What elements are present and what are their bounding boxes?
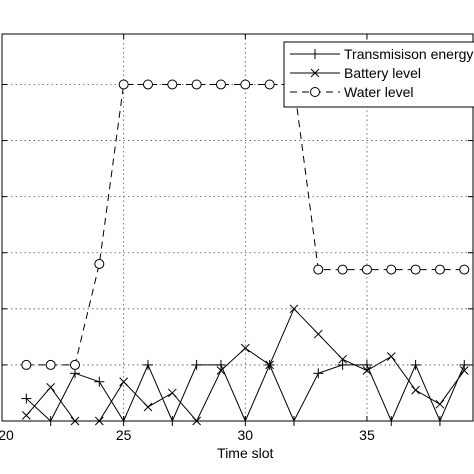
data-point-2 <box>21 359 32 370</box>
data-point-0 <box>337 359 348 370</box>
data-point-0 <box>410 359 421 370</box>
data-point-2 <box>361 264 372 275</box>
x-axis-label: Time slot <box>217 445 273 461</box>
plot-frame <box>1 33 474 422</box>
x-marker-b <box>265 360 274 370</box>
legend-marker-0 <box>310 49 320 59</box>
legend-label-2: Water level <box>344 84 414 100</box>
circle-marker <box>361 264 372 275</box>
x-marker-b <box>411 385 420 395</box>
circle-marker <box>386 264 397 275</box>
x-marker-b <box>143 402 153 412</box>
x-tick-label: 20 <box>0 427 14 443</box>
data-point-1 <box>216 366 226 375</box>
data-point-1 <box>119 377 129 387</box>
data-point-1 <box>46 382 56 392</box>
circle-marker <box>459 264 470 275</box>
data-point-0 <box>191 359 202 370</box>
data-point-2 <box>94 258 105 269</box>
x-tick-label: 35 <box>359 427 375 443</box>
x-marker-b <box>216 366 226 375</box>
data-point-2 <box>45 359 56 370</box>
circle-marker <box>21 359 32 370</box>
circle-marker <box>94 258 105 269</box>
data-point-1 <box>289 304 299 314</box>
circle-marker <box>215 79 226 90</box>
x-marker-b <box>310 68 320 78</box>
data-point-1 <box>435 399 445 409</box>
circle-marker <box>313 264 324 275</box>
data-point-0 <box>215 359 226 370</box>
circle-marker <box>45 359 56 370</box>
data-point-2 <box>337 264 348 275</box>
x-marker-b <box>313 329 323 339</box>
x-marker-b <box>240 343 250 353</box>
data-point-2 <box>215 79 226 90</box>
data-point-1 <box>240 343 250 353</box>
data-point-2 <box>410 264 421 275</box>
data-point-2 <box>191 79 202 90</box>
x-marker-b <box>459 366 469 375</box>
circle-marker <box>240 79 251 90</box>
data-point-2 <box>69 359 80 370</box>
data-point-1 <box>459 366 469 375</box>
data-point-1 <box>313 329 323 339</box>
legend-marker-1 <box>310 68 320 78</box>
circle-marker <box>69 359 80 370</box>
data-point-1 <box>362 366 372 375</box>
data-point-2 <box>142 79 153 90</box>
data-point-1 <box>386 352 396 361</box>
circle-marker <box>310 87 320 97</box>
data-point-2 <box>459 264 470 275</box>
x-marker-b <box>46 382 56 392</box>
circle-marker <box>410 264 421 275</box>
data-point-0 <box>459 359 470 370</box>
legend-marker-2 <box>310 87 320 97</box>
legend-label-1: Battery level <box>344 65 421 81</box>
x-tick-label: 25 <box>116 427 132 443</box>
circle-marker <box>142 79 153 90</box>
circle-marker <box>434 264 445 275</box>
x-marker-b <box>289 304 299 314</box>
data-point-2 <box>313 264 324 275</box>
legend-label-0: Transmisison energy <box>344 46 473 62</box>
data-point-0 <box>361 359 372 370</box>
axis-ticks: 20 25 30 35 <box>0 34 473 443</box>
x-marker-b <box>362 366 372 375</box>
data-point-1 <box>167 388 177 398</box>
x-marker-b <box>21 411 31 420</box>
x-marker-b <box>119 377 129 387</box>
data-point-1 <box>338 354 347 364</box>
x-tick-label: 30 <box>238 427 254 443</box>
data-point-1 <box>143 402 153 412</box>
data-point-2 <box>167 79 178 90</box>
data-point-1 <box>21 411 31 420</box>
data-point-2 <box>386 264 397 275</box>
x-marker-b <box>435 399 445 409</box>
data-point-0 <box>94 376 105 387</box>
data-point-2 <box>118 79 129 90</box>
x-marker-b <box>386 352 396 361</box>
legend: Transmisison energy Battery level Water le… <box>283 41 474 108</box>
circle-marker <box>191 79 202 90</box>
data-point-2 <box>240 79 251 90</box>
data-point-1 <box>411 385 420 395</box>
data-point-2 <box>434 264 445 275</box>
x-marker-b <box>338 354 347 364</box>
data-point-1 <box>265 360 274 370</box>
data-point-0 <box>142 359 153 370</box>
circle-marker <box>118 79 129 90</box>
data-point-2 <box>264 79 275 90</box>
data-point-0 <box>69 368 80 379</box>
circle-marker <box>264 79 275 90</box>
data-point-0 <box>21 393 32 404</box>
data-point-0 <box>313 368 324 379</box>
circle-marker <box>337 264 348 275</box>
x-marker-b <box>167 388 177 398</box>
circle-marker <box>167 79 178 90</box>
